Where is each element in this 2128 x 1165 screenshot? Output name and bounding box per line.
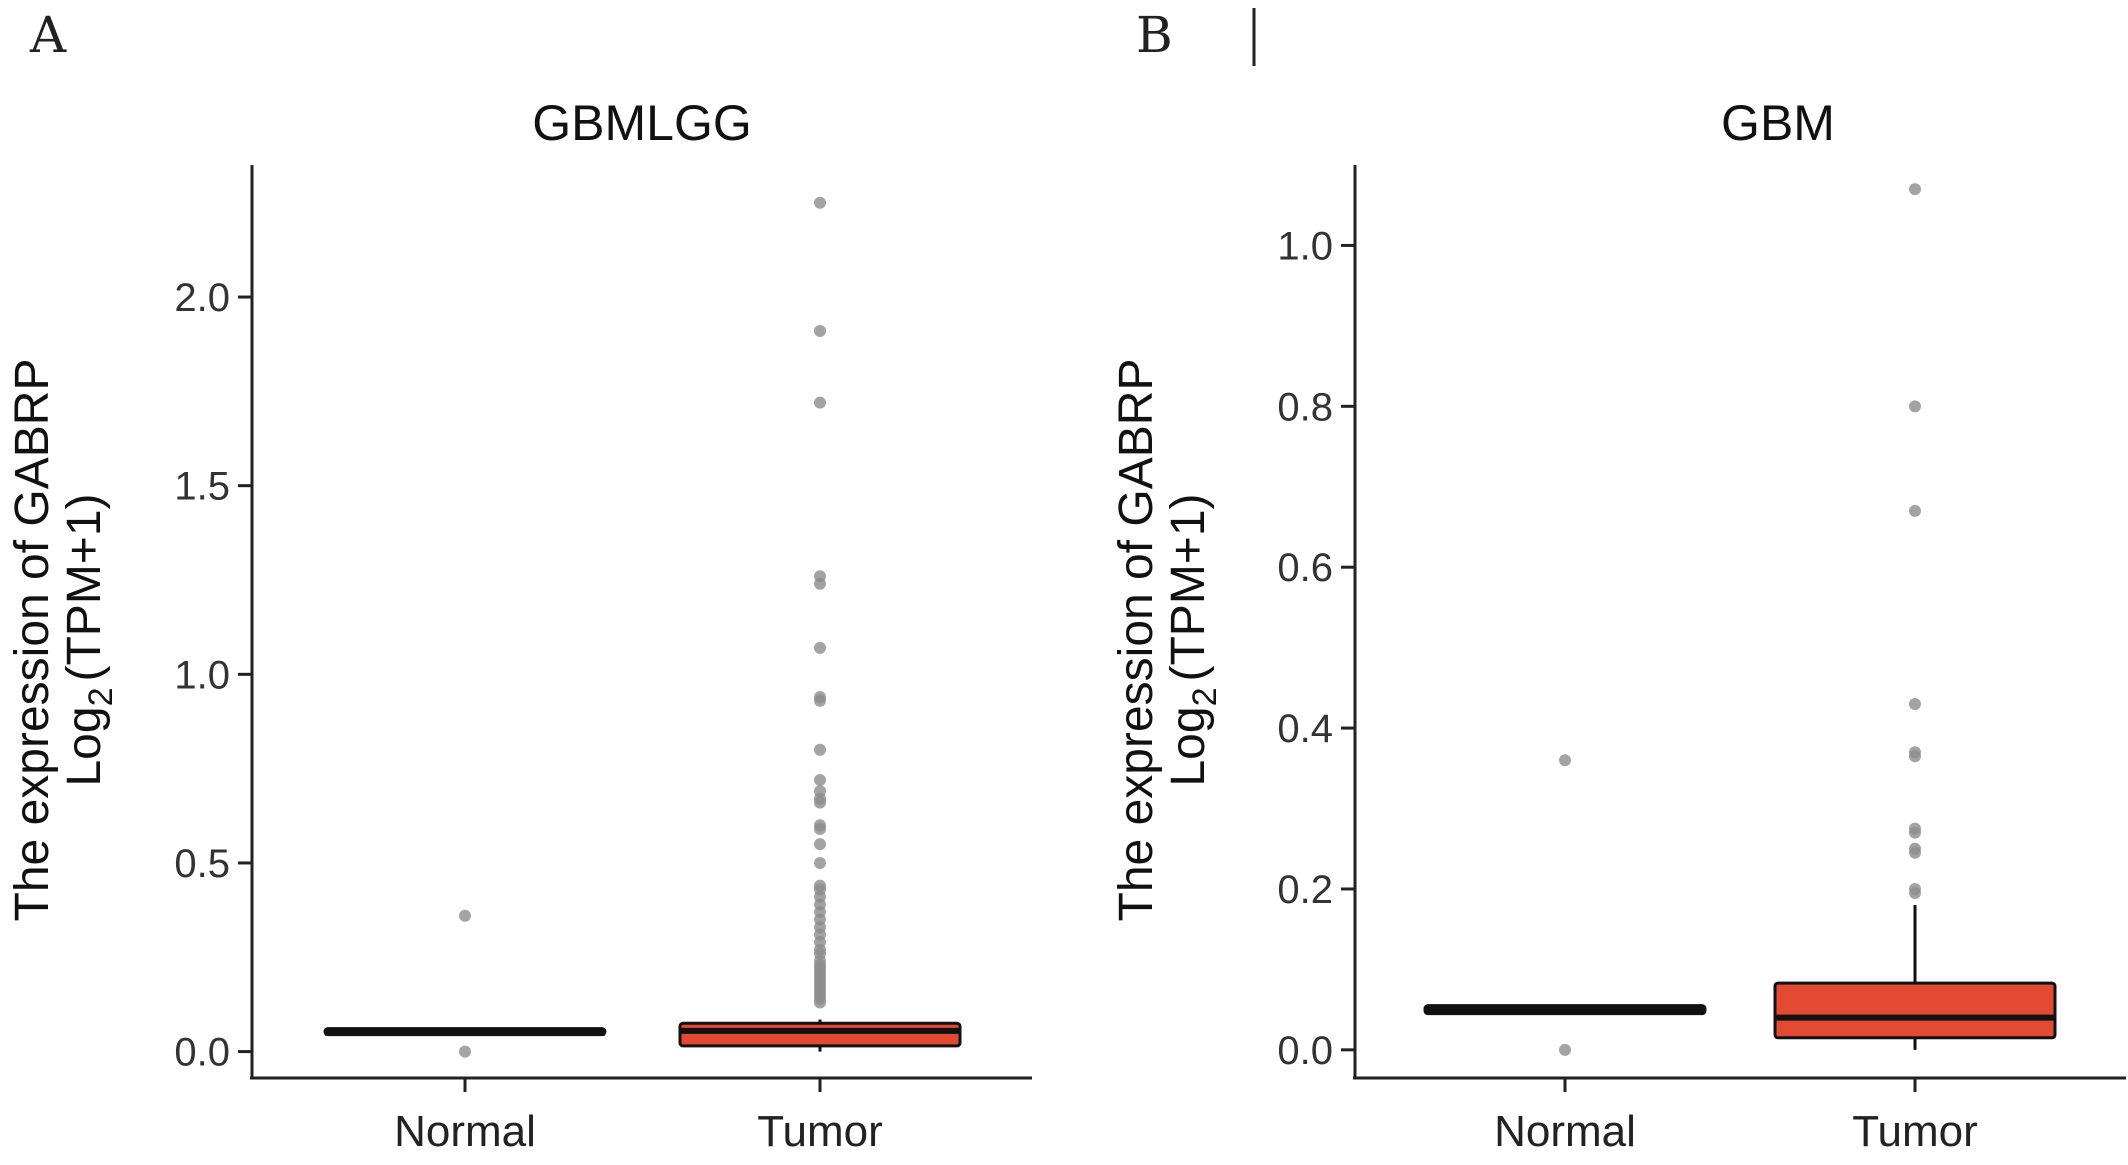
y-ticks: 0.0 0.2 0.4 0.6 0.8 1.0 bbox=[1277, 224, 1355, 1073]
y-axis-label-line2: Log2(TPM+1) bbox=[58, 493, 120, 786]
outlier-point bbox=[814, 196, 826, 209]
chart-title: GBM bbox=[1721, 95, 1835, 151]
y-tick-label: 0.8 bbox=[1277, 385, 1333, 429]
x-categories: Normal Tumor bbox=[394, 1078, 883, 1156]
box bbox=[1773, 981, 2057, 1040]
outlier-point bbox=[1559, 1043, 1571, 1056]
y-tick-label: 0.0 bbox=[174, 1031, 230, 1075]
y-ticks: 0.0 0.5 1.0 1.5 2.0 bbox=[174, 276, 252, 1075]
boxplots bbox=[1423, 183, 2057, 1056]
outlier-point bbox=[814, 641, 826, 654]
y-axis-label-line2: Log2(TPM+1) bbox=[1162, 493, 1224, 786]
outlier-point bbox=[814, 694, 826, 707]
y-axis-label-line1: The expression of GABRP bbox=[6, 359, 59, 922]
outlier-point bbox=[814, 838, 826, 851]
outlier-point bbox=[1909, 886, 1921, 899]
outlier-point bbox=[1909, 697, 1921, 710]
outlier-point bbox=[1909, 400, 1921, 413]
chart-title: GBMLGG bbox=[532, 95, 751, 151]
boxplot-normal bbox=[1423, 754, 1707, 1056]
outlier-point bbox=[814, 577, 826, 590]
outlier-point bbox=[814, 796, 826, 809]
x-tick-label: Normal bbox=[1494, 1107, 1636, 1156]
box bbox=[678, 1021, 962, 1048]
x-tick-label: Normal bbox=[394, 1107, 536, 1156]
boxplot-tumor bbox=[1773, 183, 2057, 1050]
y-tick-label: 1.5 bbox=[174, 465, 230, 509]
y-tick-label: 1.0 bbox=[174, 653, 230, 697]
chart-panel-gbmlgg: GBMLGG The expression of GABRP Log2(TPM+… bbox=[6, 95, 1032, 1156]
outlier-point bbox=[1909, 504, 1921, 517]
boxplots bbox=[323, 196, 962, 1058]
y-tick-label: 0.4 bbox=[1277, 707, 1333, 751]
boxplot-tumor bbox=[678, 196, 962, 1052]
outlier-point bbox=[814, 396, 826, 409]
outlier-point bbox=[814, 996, 826, 1009]
x-categories: Normal Tumor bbox=[1494, 1078, 1978, 1156]
outlier-point bbox=[814, 325, 826, 337]
outlier-point bbox=[1909, 750, 1921, 763]
y-tick-label: 0.0 bbox=[1277, 1029, 1333, 1073]
outlier-point bbox=[1909, 183, 1921, 196]
panel-letter-a: A bbox=[29, 6, 67, 64]
y-tick-label: 0.2 bbox=[1277, 868, 1333, 912]
outlier-point bbox=[814, 856, 826, 869]
outlier-point bbox=[1559, 754, 1571, 767]
outlier-point bbox=[459, 909, 471, 922]
outlier-point bbox=[1909, 826, 1921, 839]
y-tick-label: 2.0 bbox=[174, 276, 230, 320]
outlier-point bbox=[814, 823, 826, 835]
x-tick-label: Tumor bbox=[1852, 1107, 1978, 1156]
chart-panel-gbm: GBM The expression of GABRP Log2(TPM+1) … bbox=[1110, 95, 2126, 1156]
y-tick-label: 0.6 bbox=[1277, 546, 1333, 590]
outlier-point bbox=[814, 773, 826, 786]
y-axis-label-line1: The expression of GABRP bbox=[1110, 359, 1163, 922]
boxplot-normal bbox=[323, 909, 607, 1058]
panel-letter-b: B bbox=[1136, 6, 1173, 64]
outlier-point bbox=[1909, 846, 1921, 859]
outlier-point bbox=[814, 743, 826, 756]
y-tick-label: 1.0 bbox=[1277, 224, 1333, 268]
y-tick-label: 0.5 bbox=[174, 842, 230, 886]
x-tick-label: Tumor bbox=[757, 1107, 883, 1156]
outlier-point bbox=[459, 1045, 471, 1058]
